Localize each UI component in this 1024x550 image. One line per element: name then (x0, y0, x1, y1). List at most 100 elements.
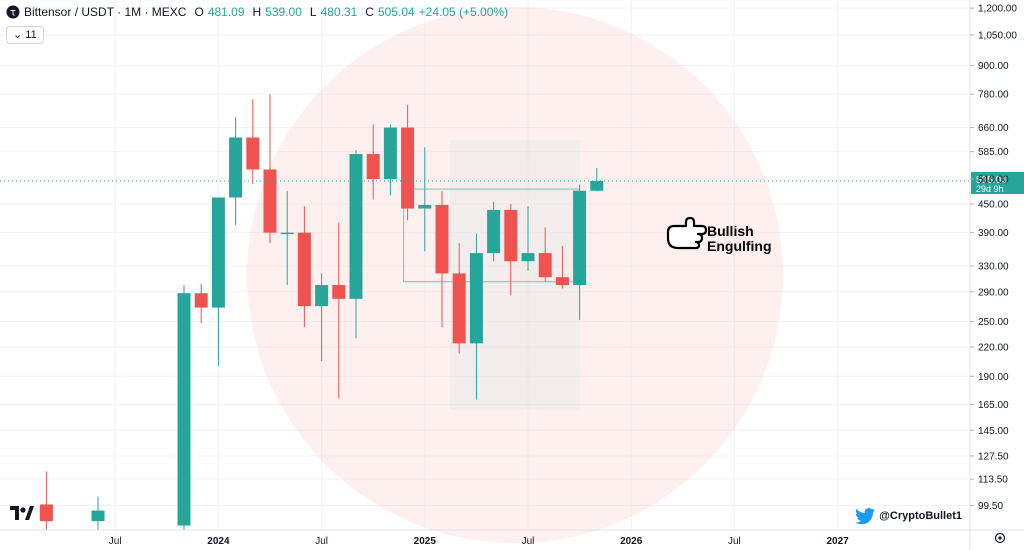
price-tick-label: 145.00 (978, 426, 1009, 437)
low-value: 480.31 (320, 5, 358, 19)
price-tick-label: 780.00 (978, 90, 1009, 101)
time-tick-label: Jul (522, 536, 535, 547)
candle-body (263, 169, 277, 233)
candle-body (315, 285, 329, 307)
candle-down (297, 206, 311, 328)
annotation-line2: Engulfing (707, 238, 772, 254)
price-tick-label: 1,200.00 (978, 4, 1017, 15)
price-tick-label: 220.00 (978, 342, 1009, 353)
change-value: +24.05 (+5.00%) (418, 5, 509, 19)
twitter-bird-icon (855, 508, 876, 524)
candle-up (280, 191, 294, 286)
candle-up (487, 201, 501, 262)
time-tick-label: Jul (315, 536, 328, 547)
chart-header: τ Bittensor / USDT · 1M · MEXC O 481.09 H… (6, 5, 508, 19)
candle-down (263, 94, 277, 244)
candle-down (504, 204, 518, 296)
candle-body (538, 253, 552, 278)
candle-body (349, 154, 363, 299)
candle-body (555, 277, 569, 286)
candle-body (39, 504, 53, 522)
candle-body (366, 154, 380, 180)
tradingview-logo-icon[interactable] (10, 506, 34, 520)
chevron-down-icon: ⌄ (13, 29, 23, 41)
candle-body (211, 197, 225, 308)
last-price-tag (971, 172, 1024, 195)
candle-body (177, 293, 191, 526)
candle-body (194, 293, 208, 308)
candle-down (366, 124, 380, 200)
price-tick-label: 660.00 (978, 123, 1009, 134)
candle-body (590, 181, 604, 191)
price-axis[interactable]: 1,200.00 1,050.00 900.00 780.00 660.00 585.00… (969, 0, 1017, 550)
price-tick-label: 190.00 (978, 372, 1009, 383)
gear-icon[interactable] (994, 532, 1006, 544)
price-tick-label: 113.50 (978, 475, 1008, 486)
candle-up (521, 206, 535, 271)
candle-body (469, 253, 483, 344)
bittensor-logo-icon: τ (6, 5, 20, 19)
candle-up (177, 285, 191, 530)
candle-body (246, 137, 260, 170)
candle-up (469, 233, 483, 400)
price-tick-label: 290.00 (978, 287, 1009, 298)
last-price-label: 505.04 (976, 175, 1007, 186)
candle-body (383, 127, 397, 180)
candle-down (194, 283, 208, 324)
candle-up (211, 197, 225, 367)
candles (39, 94, 604, 530)
symbol-title[interactable]: Bittensor / USDT · 1M · MEXC (24, 5, 187, 19)
candle-body (504, 209, 518, 262)
svg-text:τ: τ (10, 8, 16, 19)
bitcoin-watermark-icon (247, 7, 783, 543)
price-tick-label: 390.00 (978, 228, 1009, 239)
candle-body (401, 127, 415, 209)
time-tick-label: 2026 (620, 536, 643, 547)
price-tick-label: 330.00 (978, 262, 1009, 273)
close-value: 505.04 (377, 5, 415, 19)
candle-up (91, 496, 105, 530)
candle-down (401, 104, 415, 221)
price-tick-label: 165.00 (978, 400, 1009, 411)
time-tick-label: 2025 (414, 536, 437, 547)
candle-body (91, 510, 105, 522)
candle-down (332, 222, 346, 399)
candle-up (315, 273, 329, 362)
indicator-toggle[interactable]: ⌄ 11 (6, 26, 44, 44)
candle-body (452, 273, 466, 344)
candle-up (229, 117, 243, 226)
pointing-hand-icon (666, 216, 708, 250)
author-credit: @CryptoBullet1 (855, 508, 962, 524)
candle-up (418, 147, 432, 252)
time-tick-label: 2024 (207, 536, 230, 547)
high-value: 539.00 (265, 5, 302, 19)
candle-body (418, 204, 432, 209)
candle-down (246, 99, 260, 184)
candle-down (39, 471, 53, 530)
candle-body (297, 232, 311, 307)
time-tick-label: Jul (109, 536, 122, 547)
candle-up (590, 168, 604, 192)
candle-body (229, 137, 243, 198)
candle-body (487, 209, 501, 254)
candle-body (573, 190, 587, 286)
price-tick-label: 1,050.00 (978, 30, 1017, 41)
candle-down (555, 245, 569, 289)
grid-lines (0, 0, 970, 530)
price-tick-label: 250.00 (978, 317, 1009, 328)
time-axis[interactable]: Jul 2024 Jul 2025 Jul 2026 Jul 2027 (0, 529, 1024, 547)
price-tick-label: 450.00 (978, 200, 1009, 211)
candle-down (452, 243, 466, 354)
candle-body (435, 204, 449, 274)
annotation-line1: Bullish (707, 223, 754, 239)
price-tick-label: 585.00 (978, 147, 1009, 158)
candle-up (573, 184, 587, 320)
candle-down (538, 227, 552, 282)
price-tick-label: 900.00 (978, 61, 1009, 72)
time-tick-label: Jul (728, 536, 741, 547)
price-tick-label: 99.50 (978, 501, 1003, 512)
candle-up (383, 124, 397, 196)
